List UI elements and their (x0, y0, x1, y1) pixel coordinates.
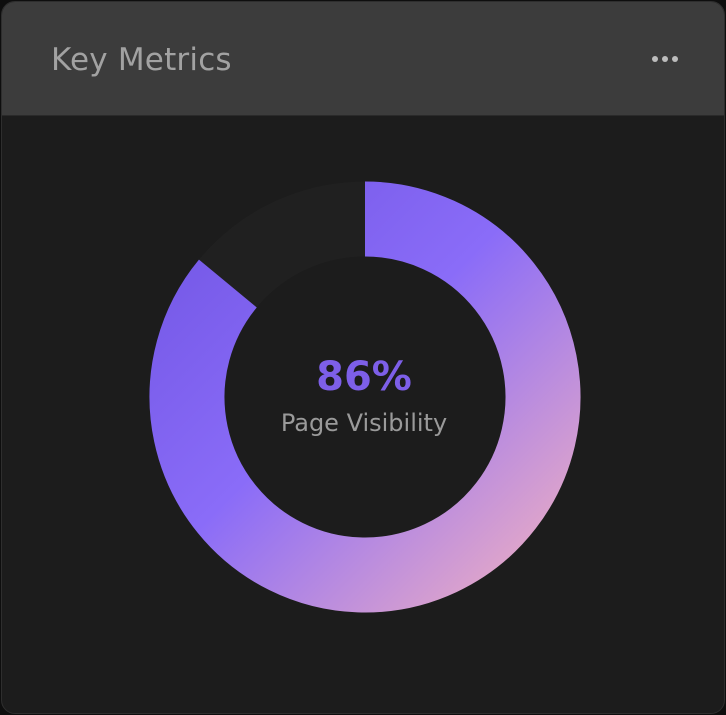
card-title: Key Metrics (51, 42, 232, 78)
donut-progress-arc (149, 181, 581, 613)
metric-value: 86% (316, 354, 412, 400)
donut-chart: 86% Page Visibility (2, 116, 724, 713)
metric-label: Page Visibility (280, 409, 448, 437)
more-horizontal-icon (652, 56, 658, 62)
donut-center-label: 86% Page Visibility (214, 352, 514, 438)
more-horizontal-icon-dot (662, 56, 668, 62)
more-options-button[interactable] (640, 42, 690, 76)
card-header: Key Metrics (2, 2, 724, 116)
more-horizontal-icon-dot (672, 56, 678, 62)
donut-chart-svg (149, 181, 581, 613)
